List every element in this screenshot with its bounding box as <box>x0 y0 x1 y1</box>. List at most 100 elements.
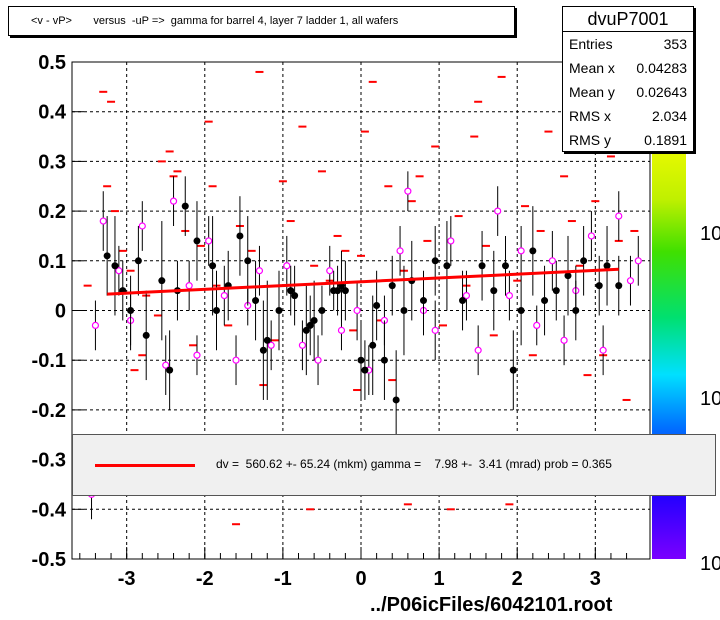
x-tick-label: -2 <box>196 568 214 590</box>
black-point <box>400 307 408 314</box>
magenta-point <box>462 291 471 300</box>
black-point <box>302 326 310 334</box>
black-point <box>552 287 560 295</box>
black-point <box>291 292 299 300</box>
magenta-point <box>599 346 607 354</box>
palette-label: 10 <box>700 553 720 575</box>
magenta-point <box>404 187 412 195</box>
y-tick-label: -0.1 <box>32 350 66 372</box>
black-point <box>341 287 349 295</box>
palette-label: 10 <box>700 388 720 410</box>
black-point <box>306 321 314 329</box>
black-point <box>310 316 318 324</box>
black-point <box>158 277 166 285</box>
magenta-point <box>283 262 291 270</box>
magenta-point <box>474 346 482 354</box>
black-point <box>541 297 549 305</box>
black-point <box>490 287 498 295</box>
black-point <box>103 252 111 260</box>
black-point <box>213 307 220 314</box>
magenta-point <box>587 232 596 240</box>
black-point <box>564 272 572 280</box>
x-tick-label: -3 <box>118 568 136 590</box>
magenta-point <box>634 257 642 265</box>
magenta-point <box>533 321 541 330</box>
black-point <box>166 366 174 374</box>
black-point <box>517 307 525 314</box>
y-tick-label: -0.2 <box>32 400 66 422</box>
black-point <box>369 341 377 349</box>
fit-line <box>107 267 619 296</box>
magenta-point <box>232 356 240 364</box>
magenta-point <box>314 356 322 364</box>
black-point <box>134 257 142 265</box>
magenta-point <box>298 341 307 349</box>
black-point <box>373 302 381 310</box>
title-text: <v - vP> versus -uP => gamma for barrel … <box>31 15 399 27</box>
black-point <box>318 307 326 314</box>
x-tick-label: 2 <box>512 568 523 590</box>
y-tick-label: -0.4 <box>32 499 67 521</box>
magenta-point <box>220 291 228 300</box>
black-point <box>595 282 603 290</box>
magenta-point <box>517 247 525 255</box>
black-point <box>111 262 119 270</box>
black-point <box>502 262 509 270</box>
magenta-point <box>431 326 439 334</box>
y-tick-label: 0.1 <box>38 251 66 273</box>
palette-label: 10 <box>700 223 720 245</box>
stats-row-rms-x: RMS x 2.034 <box>569 108 687 124</box>
magenta-point <box>447 237 455 245</box>
x-tick-label: -1 <box>274 568 292 590</box>
palette-labels: 10 10 10 <box>700 223 720 575</box>
black-point <box>443 262 451 270</box>
black-point <box>580 257 588 265</box>
magenta-point <box>353 306 361 315</box>
x-tick-label: 0 <box>355 568 366 590</box>
x-tick-label: 3 <box>590 568 601 590</box>
black-point <box>572 307 580 314</box>
magenta-point <box>169 197 178 205</box>
black-point <box>478 262 486 270</box>
x-tick-label: 1 <box>434 568 445 590</box>
black-point <box>236 232 244 240</box>
magenta-point <box>185 282 193 290</box>
file-path: ../P06icFiles/6042101.root <box>370 594 613 616</box>
black-point <box>209 262 217 270</box>
magenta-point <box>138 222 146 230</box>
y-tick-label: 0.3 <box>38 151 66 173</box>
fit-legend-text: dv = 560.62 +- 65.24 (mkm) gamma = 7.98 … <box>216 457 612 471</box>
black-point <box>244 257 252 265</box>
black-point <box>603 262 611 270</box>
black-point <box>361 366 369 374</box>
stats-row-mean-x: Mean x 0.04283 <box>569 60 687 76</box>
magenta-point <box>548 257 556 265</box>
y-tick-label: 0 <box>55 301 66 323</box>
magenta-point <box>91 321 100 330</box>
magenta-point <box>115 267 123 275</box>
black-point <box>259 346 267 354</box>
black-point <box>380 356 388 364</box>
black-point <box>263 336 271 344</box>
magenta-point <box>396 247 404 255</box>
y-tick-label: 0.5 <box>38 52 66 74</box>
black-point <box>509 366 517 374</box>
magenta-point <box>267 341 275 349</box>
magenta-point <box>193 351 201 359</box>
black-point <box>459 297 467 305</box>
stats-box: dvuP7001 Entries 353 Mean x 0.04283 Mean y… <box>562 6 694 152</box>
axes: -3 -2 -1 0 1 2 3 -0.5 -0.4 -0.3 -0.2 -0.1 0 0.1 0.2 0.3… <box>32 52 628 590</box>
black-point <box>419 297 427 305</box>
red-bins <box>83 70 639 526</box>
stats-row-rms-y: RMS y 0.1891 <box>569 132 687 148</box>
black-point <box>275 307 283 314</box>
black-point <box>287 287 295 295</box>
magenta-point <box>560 336 568 344</box>
black-point <box>388 282 396 290</box>
fit-legend-line <box>95 464 195 467</box>
black-point <box>334 287 342 295</box>
black-point <box>142 331 150 339</box>
black-point <box>127 307 135 314</box>
y-tick-label: 0.2 <box>38 201 66 223</box>
black-point <box>529 247 537 255</box>
